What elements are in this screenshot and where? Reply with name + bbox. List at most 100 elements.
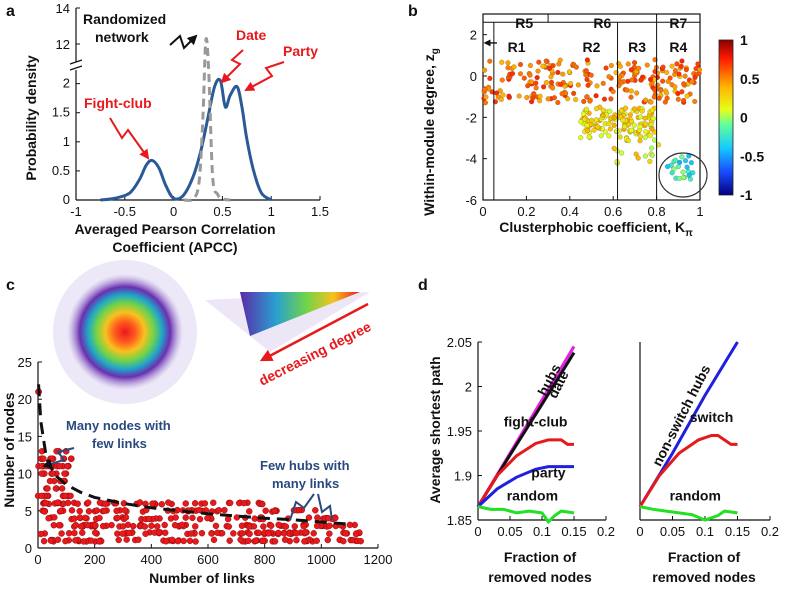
panel-b-point-lower-band bbox=[649, 107, 655, 113]
panel-c-node-point bbox=[141, 523, 149, 530]
panel-b-point-main-band bbox=[482, 67, 488, 73]
panel-b-ytick-label: -4 bbox=[465, 152, 477, 167]
panel-c-node-point bbox=[240, 499, 248, 507]
panel-c-node-point bbox=[162, 529, 169, 537]
panel-b-point-lower-band bbox=[629, 118, 635, 124]
panel-c-node-point bbox=[210, 499, 217, 506]
panel-b-point-main-band bbox=[537, 93, 543, 99]
panel-c-xtick-label: 800 bbox=[254, 552, 276, 567]
panel-b-ylabel-sub: g bbox=[430, 48, 441, 54]
panel-a-ylabel: Probability density bbox=[23, 55, 39, 180]
panel-b-ytick-label: -2 bbox=[465, 110, 477, 125]
panel-b-colorbar-tick: -1 bbox=[740, 187, 753, 203]
panel-c-node-point bbox=[314, 514, 321, 521]
panel-b-region-label-R6: R6 bbox=[593, 15, 611, 31]
panel-b-point-lower-band bbox=[637, 124, 643, 130]
panel-b-point-main-band bbox=[536, 59, 542, 65]
panel-c-node-point bbox=[155, 529, 163, 536]
panel-b-point-main-band bbox=[679, 58, 685, 64]
panel-b-point-main-band bbox=[624, 87, 630, 93]
panel-b-point-main-band bbox=[556, 61, 562, 67]
panel-b-point-lower-band bbox=[638, 114, 644, 120]
panel-b-point-sparse-lower bbox=[635, 155, 641, 161]
panel-c-node-point bbox=[80, 538, 87, 545]
panel-c-node-point bbox=[302, 529, 309, 536]
panel-c-node-point bbox=[119, 530, 126, 537]
panel-c-node-point bbox=[313, 522, 321, 530]
panel-c-degree-wedge: decreasing degree bbox=[205, 292, 374, 389]
panel-b-xtick-label: 0.8 bbox=[648, 204, 666, 219]
panel-b-point-hub-cluster bbox=[676, 176, 682, 182]
panel-c-node-point bbox=[224, 515, 232, 523]
panel-b-point-main-band bbox=[546, 65, 552, 71]
panel-b-point-main-band bbox=[529, 79, 535, 85]
panel-b-point-lower-band bbox=[578, 119, 584, 125]
panel-b-point-main-band bbox=[660, 78, 666, 84]
panel-b-point-hub-cluster bbox=[690, 170, 696, 176]
panel-b-point-main-band bbox=[518, 71, 524, 77]
panel-b-colorbar-tick: 1 bbox=[740, 32, 748, 48]
panel-b-point-main-band bbox=[525, 83, 531, 89]
panel-b-point-lower-band bbox=[643, 121, 649, 127]
panel-c-node-point bbox=[93, 507, 101, 514]
panel-c-node-point bbox=[326, 522, 333, 529]
panel-b-point-main-band bbox=[682, 73, 688, 79]
panel-b-ylabel-main: Within-module degree, z bbox=[421, 54, 437, 216]
panel-b-point-lower-band bbox=[631, 122, 637, 128]
panel-b-point-main-band bbox=[594, 83, 600, 89]
panel-b-point-main-band bbox=[487, 58, 493, 64]
panel-b-point-main-band bbox=[672, 68, 678, 74]
panel-b-point-sparse-lower bbox=[649, 152, 655, 158]
panel-b-point-lower-band bbox=[581, 116, 587, 122]
panel-a-chart: Probability density Averaged Pearson Cor… bbox=[23, 1, 329, 255]
panel-b-point-hub-cluster bbox=[679, 154, 685, 160]
panel-c-node-point bbox=[49, 470, 57, 477]
panel-d-right-xlabel-1: Fraction of bbox=[668, 549, 741, 565]
panel-c-ytick-label: 25 bbox=[18, 355, 32, 370]
panel-a-series-randomized bbox=[183, 37, 231, 202]
panel-b-colorbar bbox=[718, 39, 734, 196]
panel-c-node-point bbox=[79, 529, 86, 536]
panel-b-point-lower-band bbox=[642, 135, 648, 141]
panel-d-left-xtick-label: 0.2 bbox=[597, 524, 615, 539]
panel-b-point-main-band bbox=[683, 67, 689, 73]
panel-b-point-main-band bbox=[499, 59, 505, 65]
panel-b-point-lower-band bbox=[595, 124, 601, 130]
panel-b-point-lower-band bbox=[607, 108, 613, 114]
panel-a-party-arrow bbox=[244, 61, 285, 91]
panel-b-point-sparse-lower bbox=[611, 145, 617, 151]
panel-a-date-label: Date bbox=[236, 27, 267, 43]
panel-b-point-main-band bbox=[625, 61, 631, 67]
panel-b-point-hub-cluster bbox=[677, 159, 683, 165]
panel-c-node-point bbox=[275, 521, 282, 529]
panel-c-node-point bbox=[136, 499, 144, 506]
panel-c-node-point bbox=[67, 455, 75, 462]
panel-b-point-main-band bbox=[583, 68, 589, 74]
panel-b-xlabel-sub: π bbox=[685, 228, 693, 239]
panel-c-node-point bbox=[154, 523, 161, 530]
panel-c-node-point bbox=[196, 506, 203, 514]
panel-b-point-main-band bbox=[664, 95, 670, 101]
panel-c-node-point bbox=[280, 530, 288, 537]
panel-c-ytick-label: 5 bbox=[25, 504, 32, 519]
panel-b-point-main-band bbox=[499, 77, 505, 83]
panel-b-point-lower-band bbox=[585, 128, 591, 134]
panel-d-left-series-fight-club bbox=[476, 438, 574, 508]
panel-c-node-point bbox=[326, 530, 333, 537]
panel-b-point-main-band bbox=[573, 97, 579, 103]
panel-c-node-point bbox=[71, 529, 78, 537]
panel-c-node-point bbox=[267, 522, 275, 529]
panel-c-node-point bbox=[165, 499, 172, 506]
panel-c-node-point bbox=[191, 500, 199, 507]
panel-d-right-xtick-label: 0.2 bbox=[761, 524, 779, 539]
panel-b-point-main-band bbox=[600, 80, 606, 86]
panel-c-node-point bbox=[65, 530, 73, 537]
panel-b-point-lower-band bbox=[623, 105, 629, 111]
panel-b-point-main-band bbox=[610, 89, 616, 95]
panel-b-point-lower-band bbox=[594, 106, 600, 112]
panel-b-point-lower-band bbox=[650, 116, 656, 122]
panel-c-node-point bbox=[52, 485, 60, 492]
panel-b-point-lower-band bbox=[647, 133, 653, 139]
panel-c-node-point bbox=[281, 536, 289, 543]
panel-c-ytick-label: 15 bbox=[18, 429, 32, 444]
